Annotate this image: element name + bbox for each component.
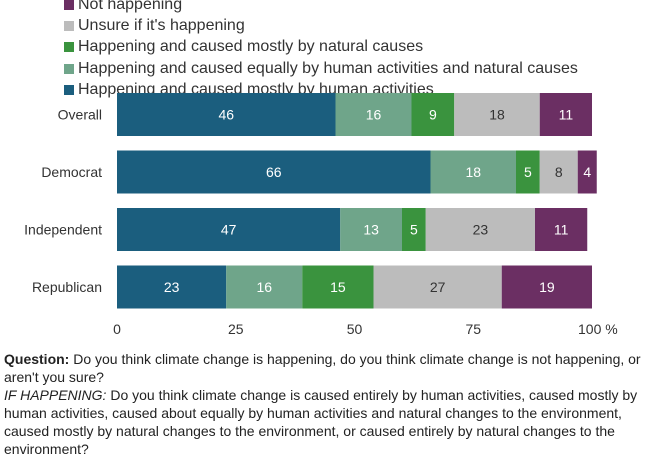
legend-item: Happening and caused mostly by natural c… xyxy=(64,37,578,58)
x-tick-label: 100 % xyxy=(578,321,618,337)
data-label: 18 xyxy=(465,164,481,180)
data-label: 16 xyxy=(256,279,272,295)
legend-item: Unsure if it's happening xyxy=(64,15,578,36)
legend-item: Happening and caused equally by human ac… xyxy=(64,58,578,79)
category-label: Democrat xyxy=(41,164,102,180)
conditional-note: IF HAPPENING: Do you think climate chang… xyxy=(4,386,646,458)
legend-swatch xyxy=(64,63,74,74)
data-label: 13 xyxy=(363,222,379,238)
bar-segment xyxy=(577,150,597,194)
data-label: 18 xyxy=(489,107,505,123)
bar-segment xyxy=(402,208,426,251)
data-label: 23 xyxy=(473,222,489,238)
data-label: 15 xyxy=(330,279,346,295)
question-note: Question: Do you think climate change is… xyxy=(4,350,646,386)
category-label: Independent xyxy=(24,222,102,238)
bar-segment xyxy=(430,150,516,194)
bar-segment xyxy=(117,93,336,136)
stacked-bar-chart: Overall 46 16 9 18 11 Democrat 66 18 5 8 4 Independe… xyxy=(24,93,618,337)
legend-label: Unsure if it's happening xyxy=(78,16,245,34)
data-label: 46 xyxy=(218,107,234,123)
data-label: 23 xyxy=(164,279,180,295)
data-label: 11 xyxy=(559,107,574,123)
data-label: 47 xyxy=(221,222,237,238)
chart-notes: Question: Do you think climate change is… xyxy=(4,350,646,458)
bar-segment xyxy=(539,93,592,136)
conditional-label: IF HAPPENING: xyxy=(4,387,107,403)
question-text: Do you think climate change is happening… xyxy=(4,351,641,385)
bar-segment xyxy=(425,208,535,251)
legend-swatch xyxy=(64,42,74,53)
legend-label: Happening and caused equally by human ac… xyxy=(78,59,578,77)
x-tick-label: 0 xyxy=(113,321,121,337)
data-label: 19 xyxy=(539,279,555,295)
bar-segment xyxy=(516,150,540,194)
x-tick-label: 75 xyxy=(465,321,481,337)
legend-label: Happening and caused mostly by natural c… xyxy=(78,38,424,56)
data-label: 8 xyxy=(555,164,563,180)
bar-segment xyxy=(226,265,303,309)
legend-item: Not happening xyxy=(64,0,578,15)
x-tick-label: 50 xyxy=(347,321,363,337)
category-label: Overall xyxy=(58,107,102,123)
bar-segment xyxy=(539,150,578,194)
x-tick-label: 25 xyxy=(228,321,244,337)
data-label: 27 xyxy=(430,279,446,295)
data-label: 11 xyxy=(554,222,569,238)
legend-swatch xyxy=(64,0,74,10)
data-label: 66 xyxy=(266,164,282,180)
legend-label: Not happening xyxy=(78,0,183,13)
data-label: 4 xyxy=(583,164,591,180)
bar-segment xyxy=(117,265,227,309)
bar-segment xyxy=(302,265,374,309)
category-label: Republican xyxy=(32,279,102,295)
data-label: 9 xyxy=(429,107,437,123)
legend-swatch xyxy=(64,84,74,95)
bar-segment xyxy=(411,93,455,136)
data-label: 16 xyxy=(366,107,382,123)
bar-segment xyxy=(535,208,588,251)
bar-segment xyxy=(373,265,502,309)
bar-segment xyxy=(501,265,592,309)
data-label: 5 xyxy=(524,164,532,180)
question-label: Question: xyxy=(4,351,70,367)
legend-swatch xyxy=(64,20,74,31)
data-label: 5 xyxy=(410,222,418,238)
bar-segment xyxy=(117,208,341,251)
bar-segment xyxy=(454,93,540,136)
bar-segment xyxy=(117,150,431,194)
bar-segment xyxy=(335,93,412,136)
bar-segment xyxy=(340,208,402,251)
